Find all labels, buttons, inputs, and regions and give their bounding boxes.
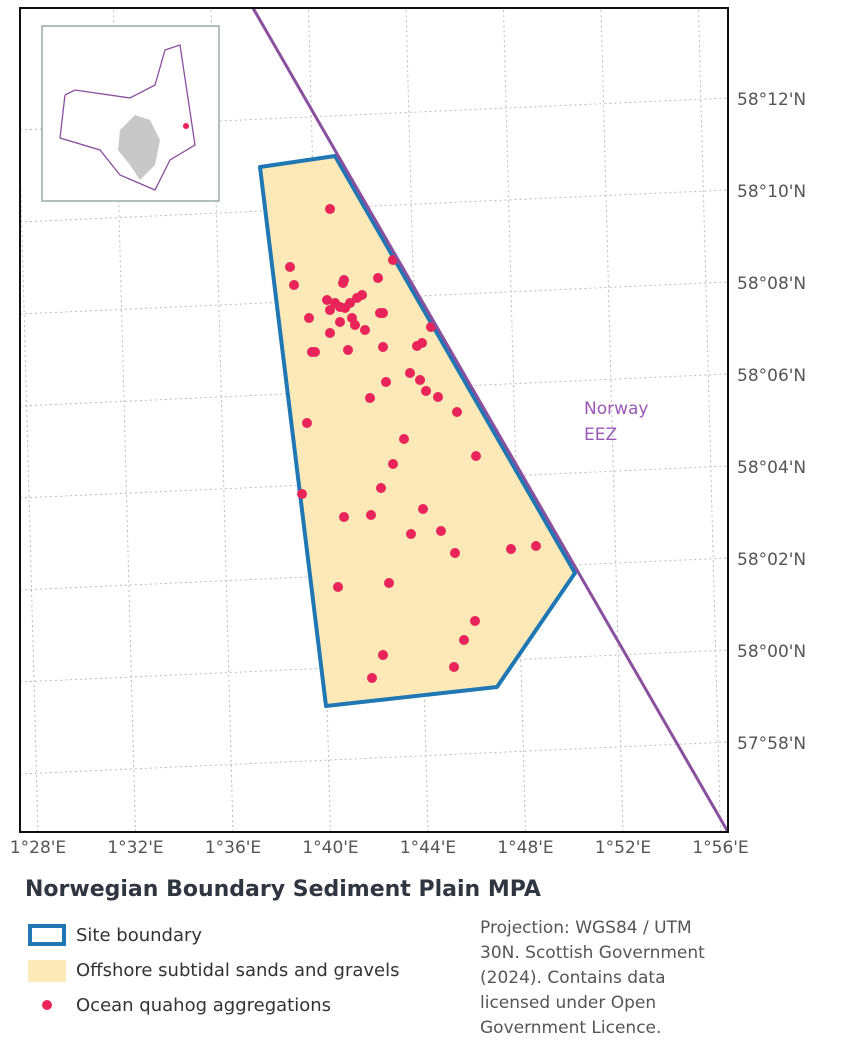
quahog-point bbox=[421, 386, 431, 396]
grid-line bbox=[20, 189, 728, 223]
note-line: licensed under Open bbox=[480, 993, 656, 1013]
grid-line bbox=[20, 281, 728, 315]
lon-label: 1°40'E bbox=[302, 838, 358, 858]
lon-label: 1°28'E bbox=[10, 838, 66, 858]
quahog-point bbox=[338, 278, 348, 288]
title: Norwegian Boundary Sediment Plain MPA bbox=[25, 877, 541, 902]
eez-line bbox=[251, 8, 728, 832]
legend-label: Ocean quahog aggregations bbox=[76, 995, 331, 1016]
note-line: Government Licence. bbox=[480, 1018, 661, 1038]
quahog-point bbox=[297, 489, 307, 499]
quahog-point bbox=[335, 317, 345, 327]
grid-line bbox=[20, 465, 728, 499]
quahog-point bbox=[325, 204, 335, 214]
quahog-point bbox=[325, 305, 335, 315]
legend-swatch bbox=[28, 924, 66, 946]
lat-label: 58°12'N bbox=[737, 90, 806, 110]
quahog-point bbox=[418, 504, 428, 514]
legend-label: Offshore subtidal sands and gravels bbox=[76, 960, 400, 981]
lat-label: 57°58'N bbox=[737, 734, 806, 754]
lat-label: 58°08'N bbox=[737, 274, 806, 294]
quahog-point bbox=[459, 635, 469, 645]
quahog-point bbox=[471, 451, 481, 461]
lat-label: 58°10'N bbox=[737, 182, 806, 202]
lat-label: 58°00'N bbox=[737, 642, 806, 662]
grid-line bbox=[20, 649, 728, 683]
quahog-point bbox=[450, 548, 460, 558]
quahog-point bbox=[302, 418, 312, 428]
quahog-point bbox=[340, 303, 350, 313]
grid-line bbox=[503, 8, 526, 832]
note-line: Projection: WGS84 / UTM bbox=[480, 918, 692, 938]
quahog-point bbox=[325, 328, 335, 338]
quahog-points bbox=[285, 204, 541, 683]
grid-line bbox=[20, 557, 728, 591]
quahog-point bbox=[449, 662, 459, 672]
lon-label: 1°44'E bbox=[400, 838, 456, 858]
quahog-point bbox=[339, 512, 349, 522]
quahog-point bbox=[433, 392, 443, 402]
grid-line bbox=[405, 8, 429, 832]
map-frame bbox=[19, 7, 729, 833]
quahog-point bbox=[350, 320, 360, 330]
quahog-point bbox=[365, 393, 375, 403]
quahog-point bbox=[406, 529, 416, 539]
grid-line bbox=[600, 8, 624, 832]
quahog-point bbox=[360, 325, 370, 335]
grid-line bbox=[20, 373, 728, 407]
legend-swatch bbox=[28, 960, 66, 982]
quahog-point bbox=[373, 273, 383, 283]
grid-line bbox=[308, 8, 331, 832]
quahog-point bbox=[405, 368, 415, 378]
quahog-point bbox=[285, 262, 295, 272]
quahog-point bbox=[506, 544, 516, 554]
quahog-point bbox=[378, 308, 388, 318]
eez-label: EEZ bbox=[584, 425, 617, 445]
lon-label: 1°48'E bbox=[497, 838, 553, 858]
quahog-point bbox=[436, 526, 446, 536]
site-boundary bbox=[258, 154, 577, 708]
quahog-point bbox=[399, 434, 409, 444]
quahog-point bbox=[367, 673, 377, 683]
quahog-point bbox=[322, 295, 332, 305]
grid-line bbox=[698, 8, 721, 832]
quahog-point bbox=[343, 345, 353, 355]
quahog-point bbox=[470, 616, 480, 626]
quahog-point bbox=[289, 280, 299, 290]
inset-map bbox=[41, 25, 220, 202]
quahog-point bbox=[388, 459, 398, 469]
quahog-point bbox=[366, 510, 376, 520]
quahog-point bbox=[415, 375, 425, 385]
quahog-point bbox=[378, 342, 388, 352]
note-line: (2024). Contains data bbox=[480, 968, 666, 988]
quahog-point bbox=[376, 483, 386, 493]
quahog-point bbox=[384, 578, 394, 588]
quahog-point bbox=[333, 582, 343, 592]
quahog-point bbox=[381, 377, 391, 387]
eez-label: Norway bbox=[584, 399, 649, 419]
lat-label: 58°06'N bbox=[737, 366, 806, 386]
lat-label: 58°02'N bbox=[737, 550, 806, 570]
legend-label: Site boundary bbox=[76, 925, 202, 946]
lon-label: 1°32'E bbox=[107, 838, 163, 858]
legend-swatch bbox=[42, 1000, 52, 1010]
lon-label: 1°36'E bbox=[205, 838, 261, 858]
grid-line bbox=[20, 741, 728, 775]
lon-label: 1°52'E bbox=[595, 838, 651, 858]
lon-label: 1°56'E bbox=[692, 838, 748, 858]
quahog-point bbox=[426, 322, 436, 332]
quahog-point bbox=[531, 541, 541, 551]
note-line: 30N. Scottish Government bbox=[480, 943, 705, 963]
grid-line bbox=[20, 97, 728, 131]
quahog-point bbox=[378, 650, 388, 660]
quahog-point bbox=[307, 347, 317, 357]
quahog-point bbox=[452, 407, 462, 417]
quahog-point bbox=[357, 290, 367, 300]
lat-label: 58°04'N bbox=[737, 458, 806, 478]
quahog-point bbox=[417, 338, 427, 348]
quahog-point bbox=[304, 313, 314, 323]
